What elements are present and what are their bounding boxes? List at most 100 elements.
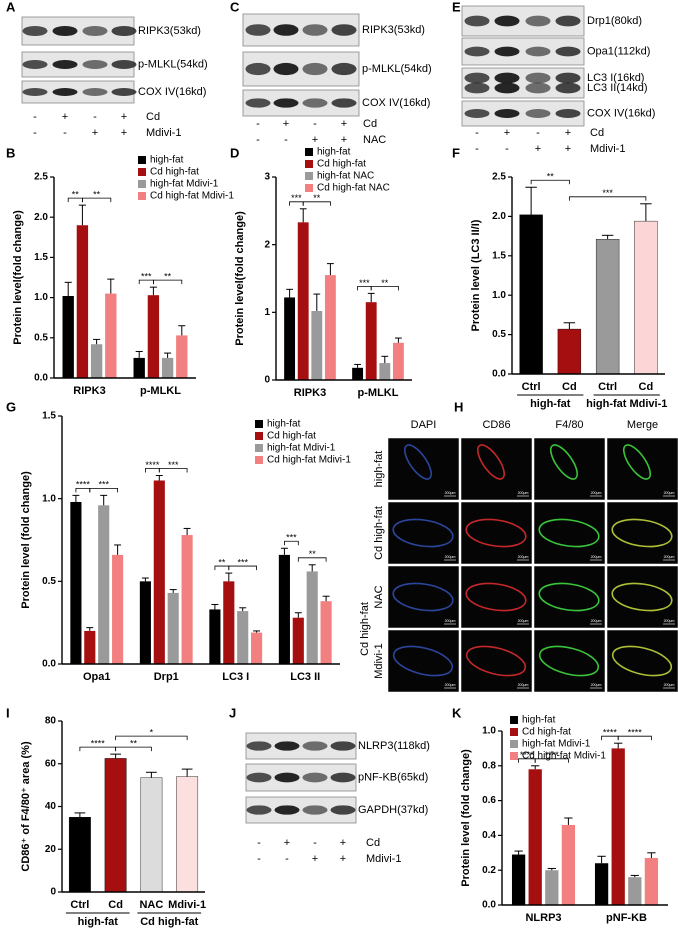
x-tick-label: p-MLKL xyxy=(358,387,399,399)
treatment-name: Mdivi-1 xyxy=(590,143,625,155)
bar xyxy=(628,877,642,905)
column-header: F4/80 xyxy=(555,419,583,431)
micrograph xyxy=(387,629,460,693)
blot-band xyxy=(274,805,300,815)
blot-label: COX IV(16kd) xyxy=(362,97,430,109)
x-tick-label: Cd xyxy=(562,381,577,393)
group-label: Cd high-fat xyxy=(140,916,198,928)
blot-label: p-MLKL(54kd) xyxy=(138,58,208,70)
treatment-sign: - xyxy=(313,837,317,849)
scale-bar-label: 200μm xyxy=(591,683,602,687)
significance-label: *** xyxy=(168,460,179,470)
bar xyxy=(176,335,188,378)
treatment-name: Cd xyxy=(363,118,377,130)
significance-label: ** xyxy=(218,557,226,567)
scale-bar-label: 200μm xyxy=(518,491,529,495)
y-tick-label: 1.0 xyxy=(34,292,48,303)
blot-band xyxy=(111,88,137,96)
significance-label: **** xyxy=(628,728,643,738)
tissue-outline xyxy=(538,582,600,612)
blot-band xyxy=(273,98,299,108)
y-tick-label: 80 xyxy=(45,716,57,727)
significance-bracket xyxy=(115,735,188,741)
bar xyxy=(306,571,318,664)
y-tick-label: 1.5 xyxy=(492,250,506,261)
treatment-sign: - xyxy=(63,127,67,139)
blot-band xyxy=(52,88,78,96)
scale-bar-label: 200μm xyxy=(445,619,456,623)
micrograph xyxy=(606,501,678,565)
scale-bar-label: 200μm xyxy=(445,491,456,495)
significance-label: ** xyxy=(381,278,389,288)
bar xyxy=(320,601,332,664)
blot-band xyxy=(555,72,581,84)
y-tick-label: 40 xyxy=(45,801,57,812)
panel-letter: F xyxy=(452,145,460,160)
legend-swatch xyxy=(138,168,146,176)
treatment-name: Cd xyxy=(366,837,380,849)
y-tick-label: 1.5 xyxy=(42,411,56,422)
blot-band xyxy=(555,46,581,57)
treatment-sign: - xyxy=(256,134,260,146)
y-tick-label: 0.0 xyxy=(482,900,496,911)
blot-label: LC3 II(14kd) xyxy=(587,82,648,94)
y-tick-label: 1.0 xyxy=(492,290,506,301)
treatment-sign: + xyxy=(121,127,127,139)
significance-bracket xyxy=(115,746,152,752)
bar xyxy=(112,554,124,664)
bar xyxy=(634,221,658,374)
blot-band xyxy=(302,772,328,783)
tissue-outline xyxy=(538,518,600,548)
blot-band xyxy=(525,109,551,118)
significance-label: *** xyxy=(141,272,152,282)
bar xyxy=(98,505,110,664)
treatment-sign: - xyxy=(257,837,261,849)
blot-band xyxy=(302,98,328,108)
scale-bar-label: 200μm xyxy=(664,491,675,495)
treatment-sign: + xyxy=(340,853,346,865)
blot-label: NLRP3(118kd) xyxy=(358,740,430,752)
x-tick-label: Cd xyxy=(108,899,123,911)
blot-band xyxy=(274,741,300,751)
y-tick-label: 2.5 xyxy=(492,172,506,183)
scale-bar-label: 200μm xyxy=(664,619,675,623)
y-tick-label: 2 xyxy=(264,239,270,250)
y-axis-title: Protein level(fold change) xyxy=(12,210,24,345)
significance-label: *** xyxy=(359,278,370,288)
treatment-name: Cd xyxy=(590,127,604,139)
bar xyxy=(167,592,179,664)
micrograph xyxy=(460,565,533,629)
treatment-name: NAC xyxy=(363,134,386,146)
bar xyxy=(140,777,163,892)
blot-band xyxy=(464,46,490,57)
bar xyxy=(153,480,165,664)
significance-label: ** xyxy=(130,739,138,749)
bar xyxy=(284,297,296,380)
blot-band xyxy=(246,772,272,783)
y-tick-label: 60 xyxy=(45,758,57,769)
bar xyxy=(90,344,103,378)
legend-label: Cd high-fat NAC xyxy=(317,183,390,194)
treatment-sign: + xyxy=(284,837,290,849)
legend-label: high-fat xyxy=(317,147,351,158)
blot-band xyxy=(22,88,48,96)
blot-band xyxy=(331,24,357,36)
legend-swatch xyxy=(255,444,263,452)
significance-bracket xyxy=(530,179,570,185)
significance-bracket xyxy=(284,540,299,546)
treatment-sign: - xyxy=(93,111,97,123)
legend-swatch xyxy=(255,456,263,464)
significance-label: **** xyxy=(76,480,91,490)
panel-letter: J xyxy=(229,705,236,720)
legend-swatch xyxy=(138,192,146,200)
legend-label: high-fat xyxy=(150,155,184,166)
tissue-outline xyxy=(403,444,433,480)
blot-band xyxy=(555,82,581,94)
micrograph xyxy=(460,501,533,565)
bar xyxy=(84,630,96,664)
bar xyxy=(611,748,625,905)
panel-letter: K xyxy=(452,705,462,720)
significance-label: * xyxy=(150,728,154,738)
bar xyxy=(311,310,323,380)
scale-bar-label: 200μm xyxy=(518,555,529,559)
